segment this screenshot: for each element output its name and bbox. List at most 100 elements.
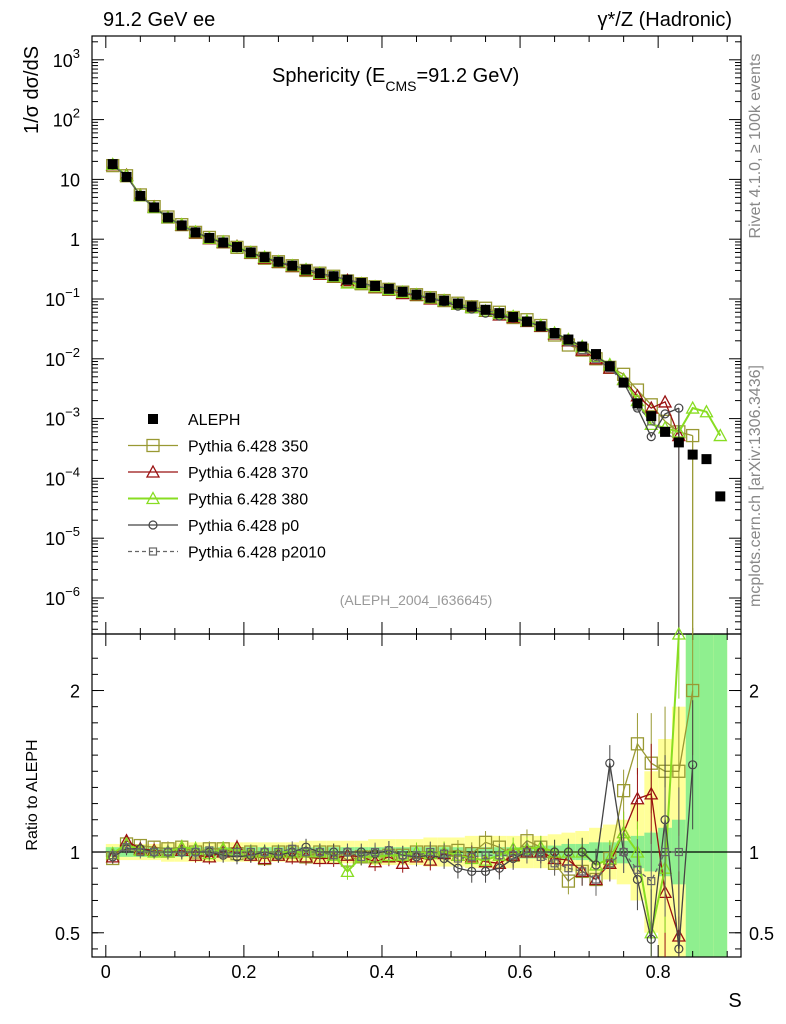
header-right-label: γ*/Z (Hadronic) [598, 9, 732, 31]
main-point [259, 252, 270, 263]
main-point [685, 400, 700, 414]
main-y-tick-label: 10−1 [45, 285, 80, 310]
main-point [149, 202, 160, 213]
main-y-tick-exponent: −2 [65, 345, 80, 360]
main-point [713, 428, 728, 442]
ratio-series-line [112, 633, 680, 934]
ratio-point [577, 847, 587, 857]
main-point [673, 437, 684, 448]
mcplots-label: mcplots.cern.ch [arXiv:1306.3436] [747, 365, 764, 607]
main-y-tick-base: 10 [45, 589, 65, 609]
main-point [660, 426, 671, 437]
ratio-point [605, 859, 614, 868]
main-point [301, 264, 312, 275]
main-point [287, 260, 298, 271]
main-y-tick-exponent: −1 [65, 285, 80, 300]
main-point [328, 271, 339, 282]
main-point [342, 274, 353, 285]
main-point [701, 454, 712, 465]
ratio-point [481, 851, 490, 860]
legend-marker [145, 464, 161, 478]
ratio-point [647, 876, 656, 886]
main-point [314, 268, 325, 279]
main-y-tick-base: 10 [53, 111, 73, 131]
ratio-point [619, 847, 628, 857]
main-point [674, 403, 684, 413]
ratio-point [312, 851, 327, 865]
ratio-point [395, 855, 410, 869]
ratio-point [285, 849, 300, 863]
ratio-point [616, 784, 631, 798]
main-panel-series [105, 157, 728, 634]
ratio-y-tick-label-right: 0.5 [749, 924, 774, 944]
ratio-panel-axes: 0 0.2 0.4 0.6 0.8 0.5 0.5 1 1 2 2 [55, 633, 774, 982]
legend-marker [148, 520, 158, 530]
main-y-tick-base: 10 [45, 410, 65, 430]
ratio-point [509, 851, 518, 860]
ratio-point [398, 851, 407, 860]
ratio-point [630, 791, 645, 805]
legend-marker [145, 491, 161, 505]
ratio-point [108, 851, 117, 860]
ratio-point [205, 846, 214, 855]
ratio-point [260, 847, 269, 857]
ratio-x-tick-label: 0.8 [646, 962, 671, 982]
ratio-point [688, 760, 698, 770]
ratio-point [202, 849, 217, 863]
main-point [632, 398, 643, 409]
ratio-point [177, 847, 186, 857]
main-point [466, 301, 477, 312]
ratio-point [467, 852, 476, 861]
ratio-series-pythia-6-428-p2010 [108, 787, 683, 932]
ratio-point [660, 847, 670, 857]
ratio-point [536, 852, 545, 861]
legend-item: Pythia 6.428 p0 [128, 518, 299, 535]
ratio-point [630, 737, 645, 751]
main-point [383, 283, 394, 294]
ratio-y-tick-label-left: 1 [70, 843, 80, 863]
ratio-point [412, 851, 421, 860]
main-point [657, 394, 673, 408]
main-point [604, 361, 615, 372]
ratio-point [274, 847, 283, 857]
main-point [397, 286, 408, 297]
legend-marker [148, 547, 158, 556]
legend-item: Pythia 6.428 350 [128, 439, 308, 456]
ratio-point [315, 847, 324, 857]
ratio-point [219, 849, 228, 858]
legend-label: Pythia 6.428 350 [188, 439, 308, 456]
legend-label: Pythia 6.428 p2010 [188, 545, 326, 562]
legend: ALEPH Pythia 6.428 350 Pythia 6.428 370 Pyt… [128, 412, 326, 562]
main-y-tick-base: 10 [45, 469, 65, 489]
legend-marker [148, 414, 158, 424]
main-point [535, 321, 546, 332]
ratio-point [288, 844, 297, 853]
main-point [508, 311, 519, 322]
ratio-point [163, 847, 173, 857]
main-y-tick-base: 10 [45, 290, 65, 310]
ratio-point [136, 847, 145, 857]
main-y-tick-base: 10 [45, 529, 65, 549]
ratio-point [257, 851, 272, 865]
ratio-y-tick-label-left: 0.5 [55, 924, 80, 944]
main-y-tick-label: 10 [60, 170, 80, 190]
legend-item: Pythia 6.428 380 [128, 491, 308, 509]
ratio-x-tick-label: 0.6 [508, 962, 533, 982]
main-y-tick-label: 10−6 [45, 584, 80, 609]
ratio-point [367, 854, 383, 868]
ratio-panel-series [105, 626, 700, 957]
ratio-point [646, 934, 656, 944]
main-point [218, 237, 229, 248]
plot-title-rest: =91.2 GeV) [417, 65, 520, 87]
main-y-tick-exponent: 2 [73, 106, 80, 121]
ratio-y-tick-label-left: 2 [70, 682, 80, 702]
ratio-x-tick-label: 0.4 [369, 962, 394, 982]
main-point [231, 242, 242, 253]
ratio-point [340, 864, 355, 878]
ratio-point [672, 764, 686, 778]
main-y-tick-base: 10 [45, 350, 65, 370]
header-left-label: 91.2 GeV ee [103, 9, 215, 31]
rivet-version-label: Rivet 4.1.0, ≥ 100k events [747, 54, 764, 239]
main-point [162, 212, 173, 223]
main-point [121, 171, 132, 182]
